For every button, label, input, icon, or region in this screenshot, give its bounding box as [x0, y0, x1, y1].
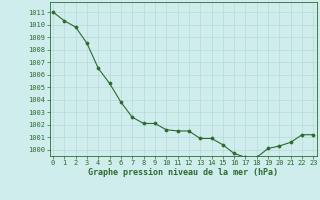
X-axis label: Graphe pression niveau de la mer (hPa): Graphe pression niveau de la mer (hPa) — [88, 168, 278, 177]
